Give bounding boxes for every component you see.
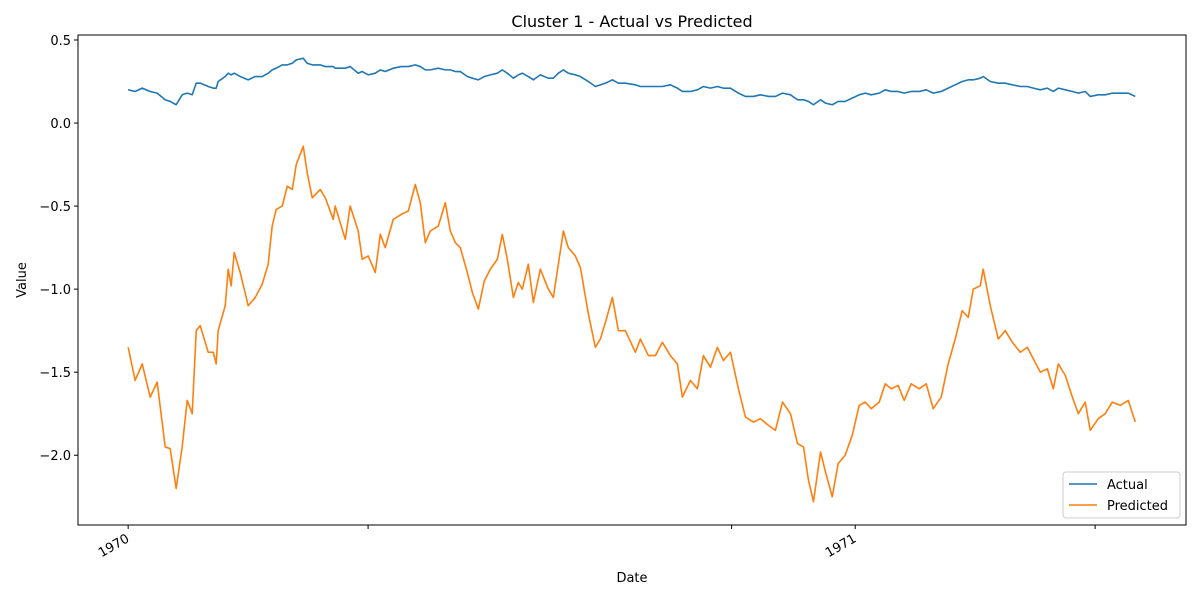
series-line <box>127 145 1137 503</box>
x-tick-label: 1970 <box>96 531 132 561</box>
y-tick-label: 0.0 <box>50 117 71 132</box>
y-axis-label: Value <box>15 262 30 298</box>
series-line <box>127 57 1136 106</box>
y-tick-label: −0.5 <box>39 200 71 215</box>
y-tick-label: −2.0 <box>39 449 71 464</box>
plot-frame <box>77 34 1187 526</box>
legend: Actual Predicted <box>1062 471 1181 519</box>
x-axis-label: Date <box>616 571 647 586</box>
y-tick-label: −1.0 <box>39 283 71 298</box>
legend-label: Actual <box>1107 478 1148 493</box>
y-tick-label: −1.5 <box>39 366 71 381</box>
chart-title: Cluster 1 - Actual vs Predicted <box>511 12 752 31</box>
y-tick-label: 0.5 <box>50 34 71 49</box>
x-tick-label: 1971 <box>823 531 859 561</box>
legend-label: Predicted <box>1107 499 1168 514</box>
